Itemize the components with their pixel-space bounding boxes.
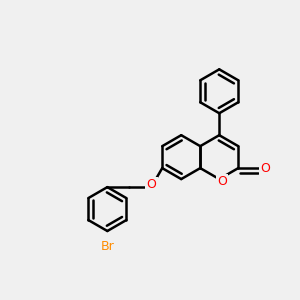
Text: O: O bbox=[261, 162, 271, 175]
Text: Br: Br bbox=[100, 240, 114, 253]
Text: O: O bbox=[217, 175, 227, 188]
Text: O: O bbox=[146, 178, 156, 191]
